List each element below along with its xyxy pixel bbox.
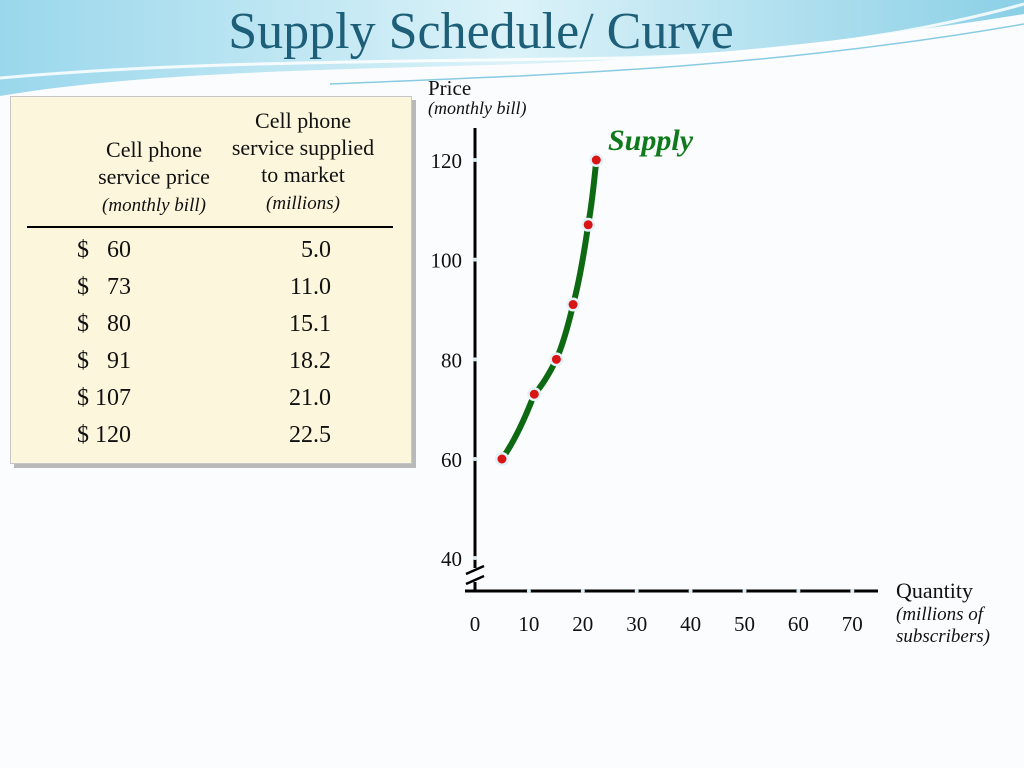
axes: 40 60 80 100 120 0 10 20 30 40 50 60 70 — [431, 128, 878, 636]
y-tick-mark — [473, 457, 477, 461]
quantity-cell: 15.1 — [289, 311, 331, 337]
data-point — [591, 155, 601, 165]
price-cell: $ 60 — [77, 237, 131, 263]
table-row: $ 80 15.1 — [11, 311, 411, 348]
quantity-cell: 11.0 — [289, 274, 331, 300]
header-price-line1: Cell phone — [106, 137, 202, 162]
x-tick-label: 20 — [572, 612, 593, 636]
quantity-cell: 5.0 — [301, 237, 331, 263]
y-tick-mark — [473, 556, 477, 560]
y-tick-label: 120 — [431, 149, 463, 173]
price-cell: $ 73 — [77, 274, 131, 300]
x-tick-mark — [850, 589, 855, 593]
supply-series-label: Supply — [608, 124, 694, 157]
data-point — [568, 300, 578, 310]
data-point — [529, 389, 539, 399]
x-axis-label: Quantity — [896, 578, 973, 603]
header-price-line2: service price — [98, 164, 210, 189]
header-qty-line3: to market — [261, 162, 345, 187]
y-tick-label: 40 — [441, 547, 462, 571]
x-tick-label: 10 — [518, 612, 539, 636]
x-tick-mark — [742, 589, 747, 593]
x-tick-label: 30 — [626, 612, 647, 636]
header-quantity: Cell phone service supplied to market (m… — [209, 107, 397, 217]
y-tick-label: 80 — [441, 348, 462, 372]
supply-schedule-table: Cell phone service price (monthly bill) … — [10, 96, 412, 464]
quantity-cell: 21.0 — [289, 385, 331, 411]
x-tick-mark — [580, 589, 585, 593]
y-tick-mark — [473, 158, 477, 162]
price-cell: $ 91 — [77, 348, 131, 374]
slide-title: Supply Schedule/ Curve — [228, 3, 734, 60]
table-row: $ 73 11.0 — [11, 274, 411, 311]
quantity-cell: 22.5 — [289, 422, 331, 448]
header-qty-unit: (millions) — [266, 193, 340, 214]
quantity-cell: 18.2 — [289, 348, 331, 374]
table-row: $ 107 21.0 — [11, 385, 411, 422]
x-tick-label: 40 — [680, 612, 701, 636]
x-tick-mark — [796, 589, 801, 593]
x-tick-mark — [688, 589, 693, 593]
table-row: $ 60 5.0 — [11, 237, 411, 274]
x-tick-label: 60 — [788, 612, 809, 636]
header-price-unit: (monthly bill) — [102, 195, 206, 216]
axis-break-mark — [465, 564, 485, 576]
price-cell: $ 107 — [77, 385, 131, 411]
y-tick-label: 100 — [431, 249, 463, 273]
x-axis-unit-line1: (millions of — [896, 604, 986, 625]
header-price: Cell phone service price (monthly bill) — [59, 136, 249, 219]
x-tick-mark — [634, 589, 639, 593]
y-tick-label: 60 — [441, 448, 462, 472]
data-point — [551, 354, 561, 364]
x-tick-label: 50 — [734, 612, 755, 636]
y-tick-mark — [473, 357, 477, 362]
axis-break-mark — [465, 574, 485, 586]
x-tick-label: 0 — [470, 612, 481, 636]
header-qty-line2: service supplied — [231, 135, 375, 160]
table-row: $ 120 22.5 — [11, 422, 411, 459]
y-axis-unit: (monthly bill) — [428, 98, 526, 119]
price-cell: $ 120 — [77, 422, 131, 448]
data-point — [497, 454, 507, 464]
y-axis-label: Price — [428, 76, 471, 100]
x-tick-mark — [526, 589, 531, 593]
header-qty-line1: Cell phone — [255, 108, 351, 133]
supply-curve — [498, 157, 600, 462]
plot-area — [494, 153, 604, 466]
background-swoosh — [0, 0, 1024, 96]
x-axis-unit-line2: subscribers) — [896, 626, 990, 647]
data-point — [583, 220, 593, 230]
y-tick-mark — [473, 257, 477, 262]
price-cell: $ 80 — [77, 311, 131, 337]
header-divider — [27, 226, 393, 228]
table-row: $ 91 18.2 — [11, 348, 411, 385]
x-tick-label: 70 — [842, 612, 863, 636]
